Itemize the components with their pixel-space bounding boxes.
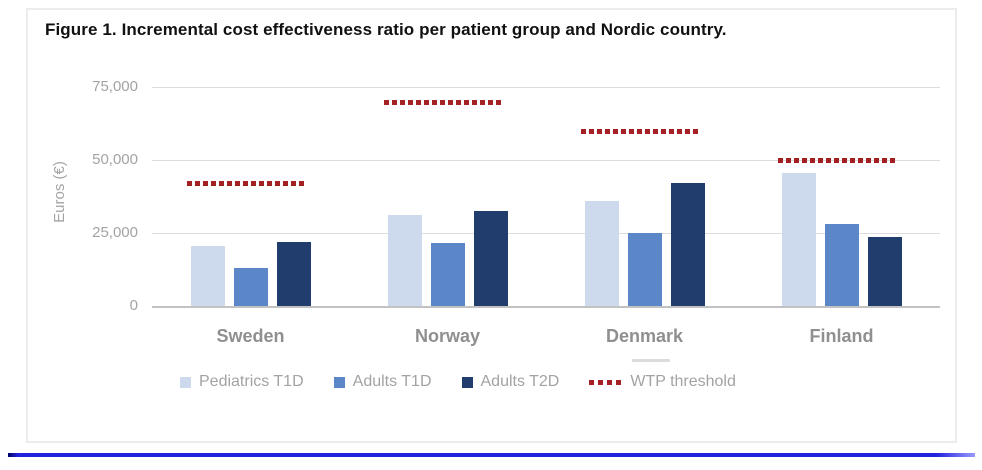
legend-label: Adults T1D [352,373,432,390]
legend-label: Adults T2D [480,373,560,390]
legend-item-adults-t1d: Adults T1D [333,373,432,391]
figure-title: Figure 1. Incremental cost effectiveness… [45,20,727,39]
bar-pediatrics-t1d-finland [781,173,816,306]
wtp-threshold-line-sweden [186,181,307,187]
bar-adults-t2d-norway [473,211,508,306]
gridline [152,160,940,161]
legend-item-wtp-threshold: WTP threshold [589,373,736,391]
legend-item-pediatrics-t1d: Pediatrics T1D [180,373,304,391]
gridline [152,233,940,234]
y-tick-label: 25,000 [92,224,138,241]
legend-swatch-wtp-threshold [589,379,623,385]
smudge-artifact [632,359,670,362]
legend-swatch-pediatrics-t1d [180,376,191,388]
legend: Pediatrics T1D Adults T1D Adults T2D WTP th… [180,373,736,391]
bar-adults-t1d-norway [430,243,465,306]
bar-adults-t2d-finland [867,237,902,306]
wtp-threshold-line-finland [777,158,898,163]
y-tick-label: 50,000 [92,151,138,168]
bar-adults-t1d-finland [824,224,859,306]
y-axis-title: Euros (€) [51,161,68,223]
bar-chart: Euros (€) Pediatrics T1D Adults T1D Adults… [28,10,955,441]
x-axis-label-sweden: Sweden [216,326,285,346]
x-axis-line [152,306,940,308]
legend-swatch-adults-t2d [461,376,473,388]
x-axis-label-denmark: Denmark [605,326,684,346]
wtp-threshold-line-norway [383,99,504,105]
bar-pediatrics-t1d-sweden [190,246,225,306]
y-tick-label: 0 [129,297,138,314]
bar-adults-t2d-sweden [276,241,311,306]
legend-label: WTP threshold [630,373,736,390]
figure-container: Figure 1. Incremental cost effectiveness… [26,8,957,443]
gridline [152,87,940,88]
bar-adults-t2d-denmark [670,183,705,306]
wtp-threshold-line-denmark [580,128,701,134]
x-axis-label-norway: Norway [414,326,481,346]
legend-swatch-adults-t1d [333,376,345,388]
bottom-blue-rule [8,453,975,457]
bar-pediatrics-t1d-denmark [584,200,619,306]
bar-adults-t1d-sweden [233,268,268,306]
legend-label: Pediatrics T1D [199,373,304,390]
bar-adults-t1d-denmark [627,233,662,306]
legend-item-adults-t2d: Adults T2D [461,373,560,391]
bar-pediatrics-t1d-norway [387,215,422,306]
y-tick-label: 75,000 [92,78,138,95]
x-axis-label-finland: Finland [809,326,874,346]
